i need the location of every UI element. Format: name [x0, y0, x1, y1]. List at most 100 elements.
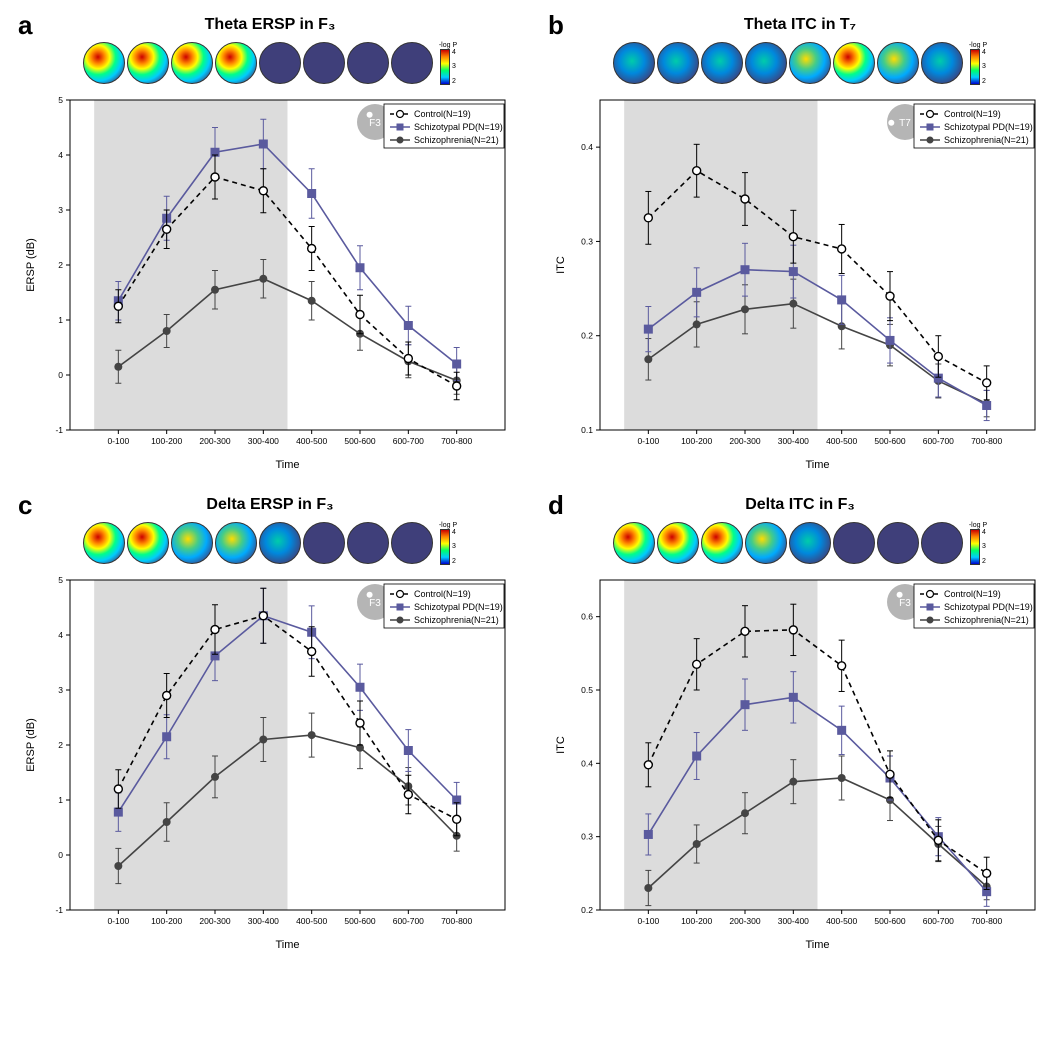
- panel-title-c: Delta ERSP in F₃: [10, 496, 530, 514]
- topomap-icon: [171, 42, 213, 84]
- topomap-icon: [259, 522, 301, 564]
- topomap-icon: [613, 522, 655, 564]
- colorbar-ticks: 432: [982, 49, 986, 85]
- svg-text:500-600: 500-600: [344, 916, 375, 926]
- panel-d: d Delta ITC in F₃ -log P 432 0.20.30.40.…: [540, 490, 1048, 960]
- topomap-icon: [347, 522, 389, 564]
- svg-text:0.4: 0.4: [581, 142, 593, 152]
- topomap-icon: [701, 42, 743, 84]
- topo-row-b: -log P 432: [540, 38, 1048, 88]
- topomap-icon: [347, 42, 389, 84]
- topomap-icon: [657, 522, 699, 564]
- panel-b: b Theta ITC in T₇ -log P 432 0.10.20.30.…: [540, 10, 1048, 480]
- svg-text:0: 0: [58, 370, 63, 380]
- colorbar-ticks: 432: [982, 529, 986, 565]
- svg-text:0-100: 0-100: [107, 436, 129, 446]
- svg-text:5: 5: [58, 575, 63, 585]
- svg-text:600-700: 600-700: [923, 916, 954, 926]
- chart-d: 0.20.30.40.50.60-100100-200200-300300-40…: [550, 570, 1048, 960]
- topomap-icon: [613, 42, 655, 84]
- svg-text:400-500: 400-500: [296, 436, 327, 446]
- svg-text:-1: -1: [55, 425, 63, 435]
- topomap-icon: [745, 42, 787, 84]
- chart-a: -10123450-100100-200200-300300-400400-50…: [20, 90, 520, 480]
- panel-letter-a: a: [18, 10, 32, 41]
- topomap-icon: [127, 522, 169, 564]
- svg-text:0.1: 0.1: [581, 425, 593, 435]
- svg-text:400-500: 400-500: [296, 916, 327, 926]
- svg-text:2: 2: [58, 740, 63, 750]
- svg-text:ITC: ITC: [555, 736, 567, 754]
- colorbar-label: -log P: [969, 42, 987, 49]
- svg-text:-1: -1: [55, 905, 63, 915]
- svg-text:1: 1: [58, 795, 63, 805]
- svg-text:Schizophrenia(N=21): Schizophrenia(N=21): [414, 615, 499, 625]
- svg-text:300-400: 300-400: [778, 916, 809, 926]
- svg-text:400-500: 400-500: [826, 916, 857, 926]
- svg-text:5: 5: [58, 95, 63, 105]
- panel-a: a Theta ERSP in F₃ -log P 432 -10123450-…: [10, 10, 530, 480]
- svg-text:500-600: 500-600: [874, 916, 905, 926]
- topomap-icon: [745, 522, 787, 564]
- svg-text:Schizotypal PD(N=19): Schizotypal PD(N=19): [414, 602, 503, 612]
- topomap-icon: [877, 42, 919, 84]
- svg-text:F3: F3: [899, 598, 911, 609]
- svg-text:0.2: 0.2: [581, 331, 593, 341]
- svg-text:400-500: 400-500: [826, 436, 857, 446]
- svg-text:0-100: 0-100: [637, 916, 659, 926]
- svg-text:ITC: ITC: [555, 256, 567, 274]
- svg-text:4: 4: [58, 150, 63, 160]
- svg-text:0: 0: [58, 850, 63, 860]
- svg-text:Control(N=19): Control(N=19): [944, 589, 1001, 599]
- svg-text:500-600: 500-600: [874, 436, 905, 446]
- svg-text:Schizophrenia(N=21): Schizophrenia(N=21): [944, 615, 1029, 625]
- svg-text:Time: Time: [805, 939, 829, 951]
- topomap-icon: [303, 42, 345, 84]
- svg-text:600-700: 600-700: [393, 436, 424, 446]
- svg-text:0.4: 0.4: [581, 758, 593, 768]
- svg-text:ERSP (dB): ERSP (dB): [25, 718, 37, 772]
- svg-text:Time: Time: [275, 459, 299, 471]
- topomap-icon: [657, 42, 699, 84]
- colorbar-label: -log P: [439, 42, 457, 49]
- topo-row-c: -log P 432: [10, 518, 530, 568]
- svg-text:0.5: 0.5: [581, 685, 593, 695]
- panel-title-d: Delta ITC in F₃: [540, 496, 1048, 514]
- svg-text:Schizophrenia(N=21): Schizophrenia(N=21): [414, 135, 499, 145]
- svg-text:300-400: 300-400: [248, 436, 279, 446]
- topomap-icon: [83, 42, 125, 84]
- topomap-icon: [215, 42, 257, 84]
- topomap-icon: [789, 522, 831, 564]
- topomap-icon: [83, 522, 125, 564]
- svg-text:100-200: 100-200: [681, 916, 712, 926]
- topomap-icon: [833, 522, 875, 564]
- svg-text:100-200: 100-200: [151, 916, 182, 926]
- svg-text:100-200: 100-200: [681, 436, 712, 446]
- topomap-icon: [921, 42, 963, 84]
- colorbar: [440, 49, 450, 85]
- svg-text:T7: T7: [899, 118, 911, 129]
- panel-letter-c: c: [18, 490, 32, 521]
- svg-text:Control(N=19): Control(N=19): [944, 109, 1001, 119]
- svg-text:Time: Time: [275, 939, 299, 951]
- svg-text:500-600: 500-600: [344, 436, 375, 446]
- svg-text:600-700: 600-700: [923, 436, 954, 446]
- topomap-icon: [391, 42, 433, 84]
- topomap-icon: [303, 522, 345, 564]
- svg-text:Control(N=19): Control(N=19): [414, 109, 471, 119]
- topomap-icon: [391, 522, 433, 564]
- svg-text:700-800: 700-800: [971, 916, 1002, 926]
- svg-text:4: 4: [58, 630, 63, 640]
- colorbar: [970, 529, 980, 565]
- topomap-icon: [701, 522, 743, 564]
- topomap-icon: [789, 42, 831, 84]
- svg-text:700-800: 700-800: [441, 436, 472, 446]
- colorbar-ticks: 432: [452, 49, 456, 85]
- svg-text:300-400: 300-400: [248, 916, 279, 926]
- svg-text:200-300: 200-300: [729, 916, 760, 926]
- svg-text:0.6: 0.6: [581, 612, 593, 622]
- chart-b: 0.10.20.30.40-100100-200200-300300-40040…: [550, 90, 1048, 480]
- panel-letter-d: d: [548, 490, 564, 521]
- svg-text:0.3: 0.3: [581, 832, 593, 842]
- svg-text:2: 2: [58, 260, 63, 270]
